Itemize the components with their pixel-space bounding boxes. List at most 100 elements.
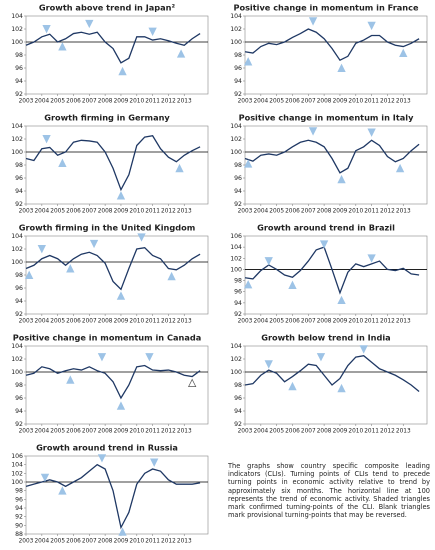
turning-point (243, 159, 253, 168)
y-tick-label: 104 (11, 233, 23, 240)
y-tick-label: 102 (230, 255, 242, 262)
turning-point (308, 17, 318, 26)
x-tick-label: 2012 (380, 319, 395, 325)
x-tick-label: 2006 (285, 99, 300, 105)
x-tick-label: 2006 (285, 209, 300, 215)
y-tick-label: 92 (234, 201, 242, 208)
plot-frame (25, 125, 209, 205)
x-tick-label: 2009 (114, 319, 129, 325)
y-tick-label: 98 (234, 382, 242, 389)
turning-point (176, 49, 186, 58)
x-tick-label: 2008 (98, 319, 113, 325)
turning-point (288, 381, 297, 391)
x-tick-label: 2012 (380, 209, 395, 215)
turning-point (264, 360, 273, 369)
x-tick-label: 2013 (177, 539, 192, 545)
y-tick-label: 94 (15, 188, 23, 195)
turning-point (85, 19, 94, 29)
x-tick-label: 2003 (238, 319, 253, 325)
turning-point (116, 291, 126, 300)
plot-frame (244, 235, 428, 315)
x-tick-label: 2009 (114, 209, 129, 215)
turning-point (243, 57, 253, 66)
turning-point (66, 375, 75, 384)
x-tick-label: 2006 (66, 319, 81, 325)
x-tick-label: 2003 (19, 429, 34, 435)
x-tick-label: 2003 (238, 209, 253, 215)
y-tick-label: 102 (230, 136, 242, 143)
chart-panel: Growth below trend in India 92 94 96 98 100 10… (230, 333, 428, 435)
x-tick-label: 2006 (66, 99, 81, 105)
turning-point (37, 245, 46, 254)
y-tick-label: 94 (15, 298, 23, 305)
x-tick-label: 2009 (114, 539, 129, 545)
y-tick-label: 94 (234, 408, 242, 415)
x-tick-label: 2011 (145, 429, 160, 435)
x-tick-label: 2003 (19, 539, 34, 545)
x-tick-label: 2013 (396, 209, 411, 215)
turning-point (66, 264, 75, 273)
chart-title: Growth firming in Germany (44, 113, 170, 123)
x-tick-label: 2012 (161, 209, 176, 215)
plot-frame (244, 345, 428, 425)
y-tick-label: 104 (230, 123, 242, 130)
x-tick-label: 2007 (301, 99, 316, 105)
y-tick-label: 92 (15, 311, 23, 318)
turning-point (89, 239, 99, 249)
x-tick-label: 2009 (333, 209, 348, 215)
note: The graphs show country specific composi… (228, 462, 430, 520)
y-tick-label: 96 (234, 65, 242, 72)
y-tick-label: 96 (15, 395, 23, 402)
turning-point (58, 42, 67, 51)
chart-panel: Growth above trend in Japan² 92 94 96 98 100 1… (11, 3, 209, 105)
x-tick-label: 2013 (177, 319, 192, 325)
x-tick-label: 2005 (50, 319, 65, 325)
cli-line (25, 463, 201, 530)
cli-line (244, 355, 420, 393)
x-tick-label: 2005 (50, 429, 65, 435)
x-tick-label: 2010 (348, 209, 363, 215)
turning-point (150, 458, 159, 467)
chart-title: Growth below trend in India (261, 333, 390, 343)
x-tick-label: 2007 (82, 539, 97, 545)
turning-point (316, 353, 326, 362)
x-tick-label: 2012 (380, 99, 395, 105)
x-tick-label: 2005 (269, 429, 284, 435)
x-tick-label: 2008 (317, 429, 332, 435)
x-tick-label: 2007 (82, 319, 97, 325)
x-tick-label: 2009 (333, 319, 348, 325)
y-tick-label: 92 (234, 421, 242, 428)
chart-panel: Growth firming in the United Kingdom 92 94… (11, 223, 209, 325)
turning-point (58, 158, 67, 167)
cli-line (244, 139, 420, 174)
cli-line (25, 31, 201, 64)
x-tick-label: 2010 (348, 319, 363, 325)
chart-panel: Positive change in momentum in Canada 92 9… (11, 333, 209, 435)
y-tick-label: 98 (234, 52, 242, 59)
turning-point (337, 383, 346, 393)
turning-point (395, 163, 405, 173)
y-tick-label: 92 (15, 201, 23, 208)
x-tick-label: 2004 (253, 319, 268, 325)
cli-line (244, 246, 420, 295)
x-tick-label: 2006 (66, 539, 81, 545)
y-tick-label: 104 (11, 123, 23, 130)
y-tick-label: 92 (15, 91, 23, 98)
x-tick-label: 2013 (396, 429, 411, 435)
x-tick-label: 2013 (177, 99, 192, 105)
x-tick-label: 2007 (82, 429, 97, 435)
x-tick-label: 2007 (301, 319, 316, 325)
x-tick-label: 2003 (19, 209, 34, 215)
turning-point (145, 353, 154, 362)
x-tick-label: 2008 (98, 539, 113, 545)
y-tick-label: 98 (15, 488, 23, 495)
y-tick-label: 94 (15, 408, 23, 415)
chart-panel: Growth firming in Germany 92 94 96 98 100 102 1… (11, 113, 209, 215)
turning-point (367, 128, 376, 137)
y-tick-label: 102 (230, 356, 242, 363)
x-tick-label: 2010 (129, 209, 144, 215)
y-tick-label: 106 (230, 233, 242, 240)
y-tick-label: 94 (234, 300, 242, 307)
x-tick-label: 2005 (269, 99, 284, 105)
x-tick-label: 2009 (114, 429, 129, 435)
